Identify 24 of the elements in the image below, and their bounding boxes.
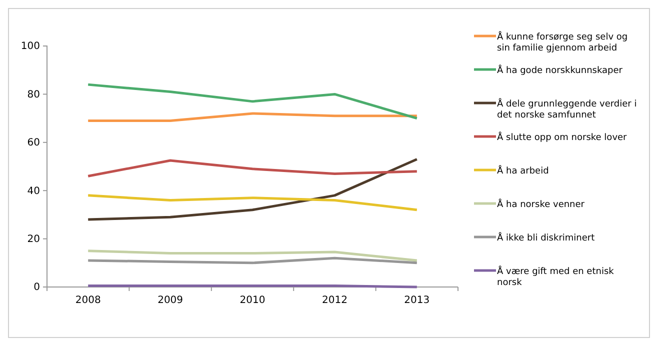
y-tick-label: 0 xyxy=(34,282,40,294)
x-tick-label: 2012 xyxy=(322,295,348,306)
legend-label: Å dele grunnleggende verdier i det norske samfunnet xyxy=(497,98,637,120)
line-series xyxy=(86,158,418,221)
legend-label: Å være gift med en etnisk norsk xyxy=(497,265,615,288)
line-series xyxy=(86,250,418,262)
legend-label: Å ha arbeid xyxy=(497,164,549,176)
legend-label: Å ha gode norskkunnskaper xyxy=(497,64,623,76)
legend-label: Å ha norske venner xyxy=(497,198,585,210)
y-tick-label: 40 xyxy=(27,186,40,197)
legend-label: Å slutte opp om norske lover xyxy=(497,131,628,143)
legend-label: Å kunne forsørge seg selv og sin familie gjennom arbeid xyxy=(497,30,628,54)
line-series xyxy=(86,83,418,120)
line-series xyxy=(86,159,418,178)
y-tick-label: 60 xyxy=(27,138,40,149)
y-tick-label: 100 xyxy=(20,41,40,52)
x-tick-label: 2013 xyxy=(404,295,430,306)
y-tick-label: 20 xyxy=(27,234,40,245)
y-tick-label: 80 xyxy=(27,89,40,100)
line-series xyxy=(86,194,418,212)
x-tick-label: 2010 xyxy=(240,295,266,306)
x-tick-label: 2008 xyxy=(75,295,101,306)
legend-label: Å ikke bli diskriminert xyxy=(497,232,596,244)
x-tick-label: 2009 xyxy=(158,295,184,306)
